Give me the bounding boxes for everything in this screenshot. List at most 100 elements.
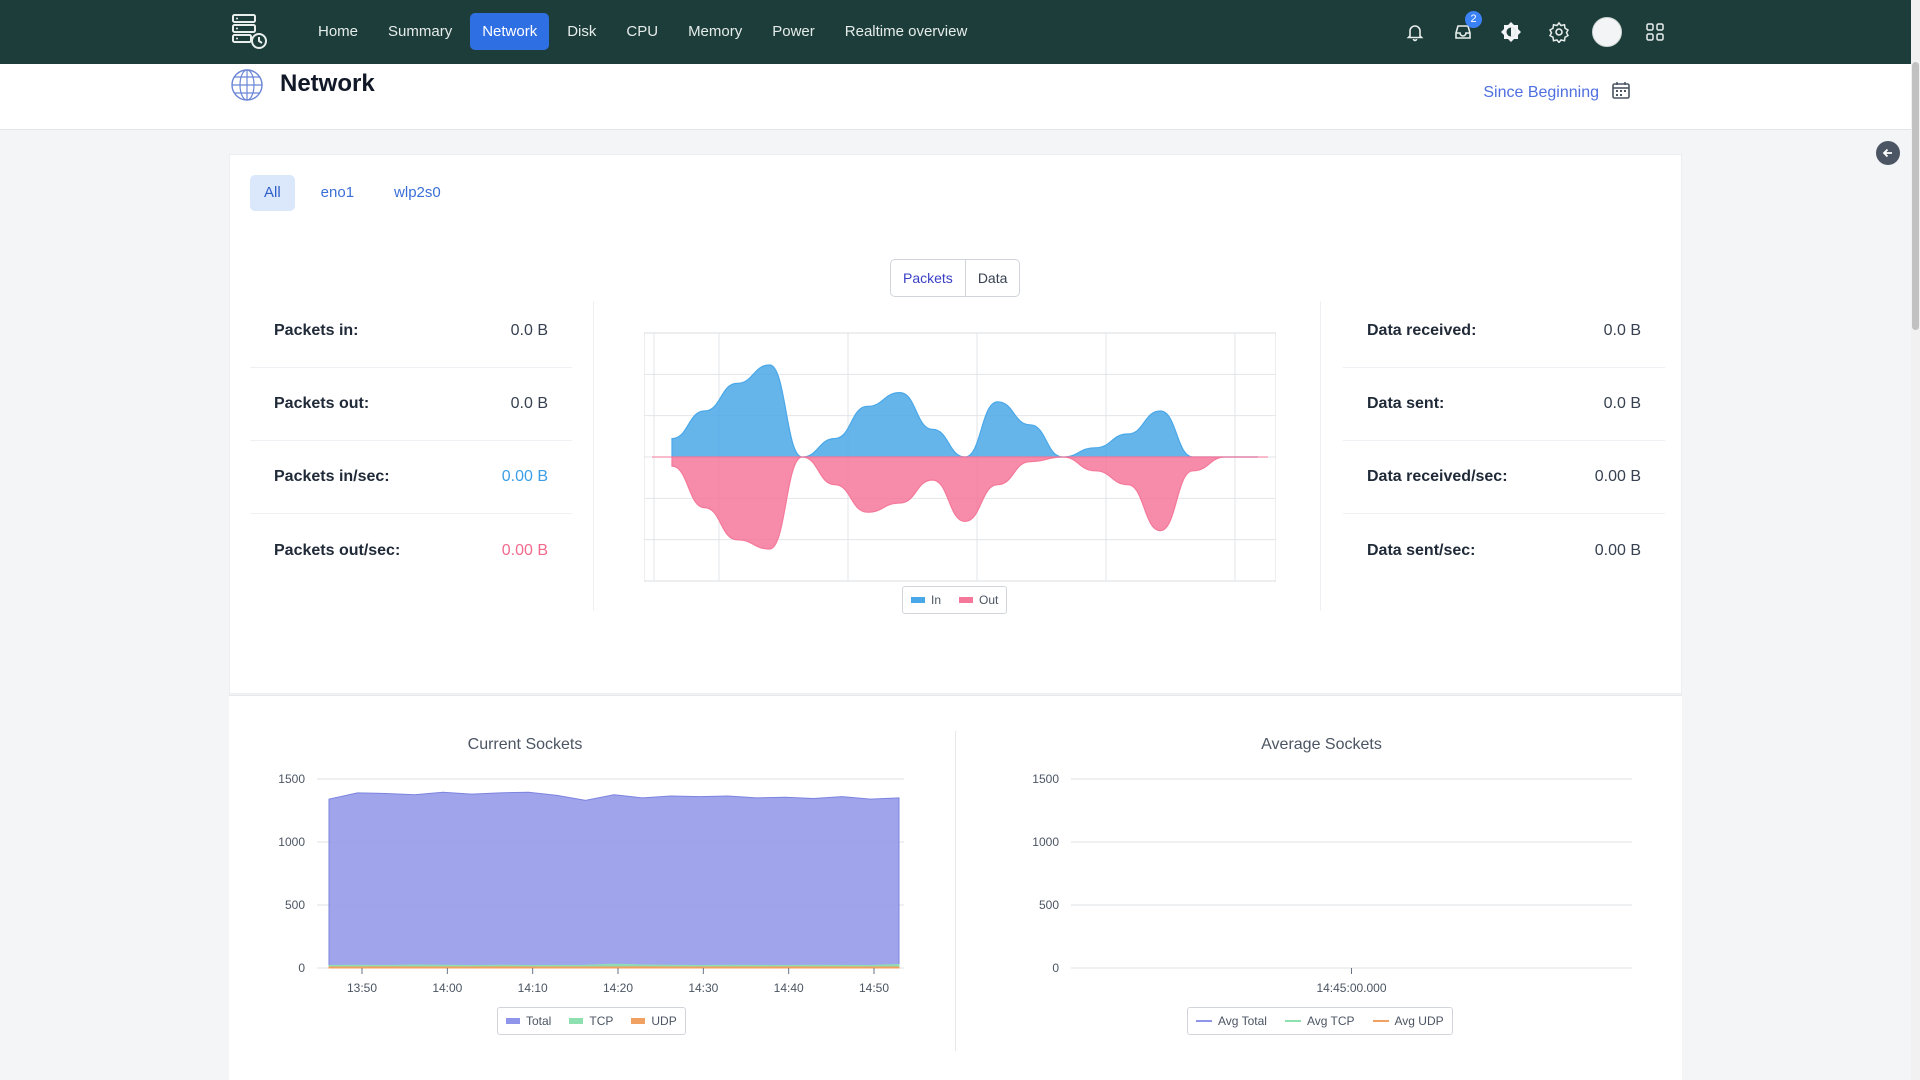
x-tick-label: 14:20 xyxy=(603,981,633,995)
stat-label: Data received/sec: xyxy=(1367,468,1508,485)
divider xyxy=(1320,301,1321,611)
stat-row: Data received: 0.0 B xyxy=(1343,295,1665,368)
legend-label: Total xyxy=(526,1014,552,1028)
traffic-legend: In Out xyxy=(902,586,1008,614)
stat-label: Data sent/sec: xyxy=(1367,541,1476,559)
stat-row: Packets out: 0.0 B xyxy=(250,368,572,441)
legend-in[interactable]: In xyxy=(911,593,941,607)
series-udp-area[interactable] xyxy=(328,966,900,969)
packet-stats: Packets in: 0.0 B Packets out: 0.0 B Packets… xyxy=(250,295,572,587)
server-logo-icon[interactable] xyxy=(230,12,270,52)
date-range-label[interactable]: Since Beginning xyxy=(1483,83,1599,101)
stat-value: 0.00 B xyxy=(1594,541,1641,559)
x-tick-label: 14:30 xyxy=(688,981,718,995)
legend-swatch xyxy=(506,1018,520,1024)
y-tick-label: 0 xyxy=(298,961,305,975)
stat-row: Data received/sec: 0.00 B xyxy=(1343,441,1665,514)
traffic-chart xyxy=(644,332,1276,582)
current-sockets-chart: 1500 1000 500 0 13:50 14:00 14:10 14:20 14:30 14:… xyxy=(278,772,904,995)
stat-label: Packets out/sec: xyxy=(274,541,401,559)
sockets-card: Current Sockets Average Sockets 1500 1000… xyxy=(229,695,1682,1080)
inbox-icon[interactable]: 2 xyxy=(1448,11,1482,47)
nav-item-summary[interactable]: Summary xyxy=(388,23,453,40)
stat-value: 0.00 B xyxy=(501,541,548,559)
top-nav-bar: Home Summary Network Disk CPU Memory Power Real… xyxy=(0,0,1911,64)
stat-value: 0.00 B xyxy=(501,468,548,485)
stat-value: 0.0 B xyxy=(510,322,548,339)
apps-grid-icon[interactable] xyxy=(1640,17,1670,47)
y-tick-label: 1000 xyxy=(1032,835,1059,849)
average-sockets-chart: 1500 1000 500 0 14:45:00.000 xyxy=(1032,772,1632,995)
page-header: Network Since Beginning xyxy=(0,64,1911,130)
legend-total[interactable]: Total xyxy=(506,1014,551,1028)
nav-item-disk[interactable]: Disk xyxy=(567,23,597,40)
legend-label: Avg TCP xyxy=(1306,1014,1355,1028)
legend-swatch xyxy=(1372,1020,1389,1022)
legend-tcp[interactable]: TCP xyxy=(569,1014,613,1028)
nav-item-power[interactable]: Power xyxy=(772,23,815,40)
legend-swatch xyxy=(911,597,925,603)
x-tick-label: 14:00 xyxy=(432,981,462,995)
x-tick-label: 14:45:00.000 xyxy=(1316,981,1386,995)
avatar[interactable] xyxy=(1592,17,1622,47)
legend-label: TCP xyxy=(589,1014,614,1028)
scrollbar-thumb[interactable] xyxy=(1912,62,1919,330)
packets-data-toggle: Packets Data xyxy=(890,259,1021,297)
stat-value: 0.0 B xyxy=(1603,322,1641,339)
scrollbar-track[interactable] xyxy=(1911,0,1920,1080)
stat-row: Data sent: 0.0 B xyxy=(1343,368,1665,441)
legend-avg-udp[interactable]: Avg UDP xyxy=(1372,1014,1444,1028)
date-range-picker[interactable]: Since Beginning xyxy=(1483,80,1631,105)
legend-avg-tcp[interactable]: Avg TCP xyxy=(1284,1014,1355,1028)
data-toggle-button[interactable]: Data xyxy=(977,270,1008,286)
legend-swatch xyxy=(959,597,974,603)
current-sockets-legend: Total TCP UDP xyxy=(497,1007,686,1035)
stat-label: Packets in: xyxy=(274,322,359,339)
legend-swatch xyxy=(1284,1020,1301,1022)
legend-swatch xyxy=(631,1018,646,1024)
x-tick-label: 14:10 xyxy=(518,981,548,995)
gear-icon[interactable] xyxy=(1544,17,1574,47)
series-total-area[interactable] xyxy=(328,791,900,969)
tab-wlp2s0[interactable]: wlp2s0 xyxy=(394,184,441,201)
stat-row: Data sent/sec: 0.00 B xyxy=(1343,514,1665,587)
stat-label: Data sent: xyxy=(1367,395,1445,412)
nav-item-network[interactable]: Network xyxy=(470,13,550,50)
y-tick-label: 1500 xyxy=(1032,772,1059,786)
stat-label: Packets in/sec: xyxy=(274,468,390,485)
bell-icon[interactable] xyxy=(1400,17,1430,47)
data-stats: Data received: 0.0 B Data sent: 0.0 B Data r… xyxy=(1343,295,1665,587)
nav-item-cpu[interactable]: CPU xyxy=(626,23,659,40)
stat-value: 0.00 B xyxy=(1594,468,1641,485)
stat-row: Packets out/sec: 0.00 B xyxy=(250,514,572,587)
stat-row: Packets in/sec: 0.00 B xyxy=(250,441,572,514)
nav-item-memory[interactable]: Memory xyxy=(688,23,743,40)
top-icons: 2 xyxy=(1400,11,1670,50)
legend-label: Out xyxy=(979,593,999,607)
current-sockets-title: Current Sockets xyxy=(467,736,583,753)
legend-udp[interactable]: UDP xyxy=(631,1014,677,1028)
y-tick-label: 0 xyxy=(1052,961,1059,975)
series-in-area[interactable] xyxy=(671,364,1258,458)
theme-toggle-icon[interactable] xyxy=(1496,17,1526,47)
legend-avg-total[interactable]: Avg Total xyxy=(1196,1014,1267,1028)
x-tick-label: 13:50 xyxy=(347,981,377,995)
legend-label: UDP xyxy=(651,1014,677,1028)
calendar-icon[interactable] xyxy=(1611,80,1631,105)
legend-out[interactable]: Out xyxy=(959,593,998,607)
nav-item-home[interactable]: Home xyxy=(318,23,359,40)
tab-all[interactable]: All xyxy=(250,175,295,211)
y-tick-label: 500 xyxy=(1039,898,1059,912)
average-sockets-legend: Avg Total Avg TCP Avg UDP xyxy=(1187,1007,1453,1035)
legend-swatch xyxy=(1196,1020,1212,1022)
nav-item-realtime-overview[interactable]: Realtime overview xyxy=(844,23,968,40)
chart-border xyxy=(644,332,1276,582)
page-title: Network xyxy=(280,70,375,97)
y-tick-label: 1500 xyxy=(278,772,305,786)
back-arrow-icon[interactable] xyxy=(1876,141,1900,165)
legend-swatch xyxy=(569,1018,584,1024)
tab-eno1[interactable]: eno1 xyxy=(320,184,355,201)
series-out-area[interactable] xyxy=(671,456,1258,550)
packets-toggle-button[interactable]: Packets xyxy=(891,260,966,296)
legend-label: Avg Total xyxy=(1218,1014,1267,1028)
